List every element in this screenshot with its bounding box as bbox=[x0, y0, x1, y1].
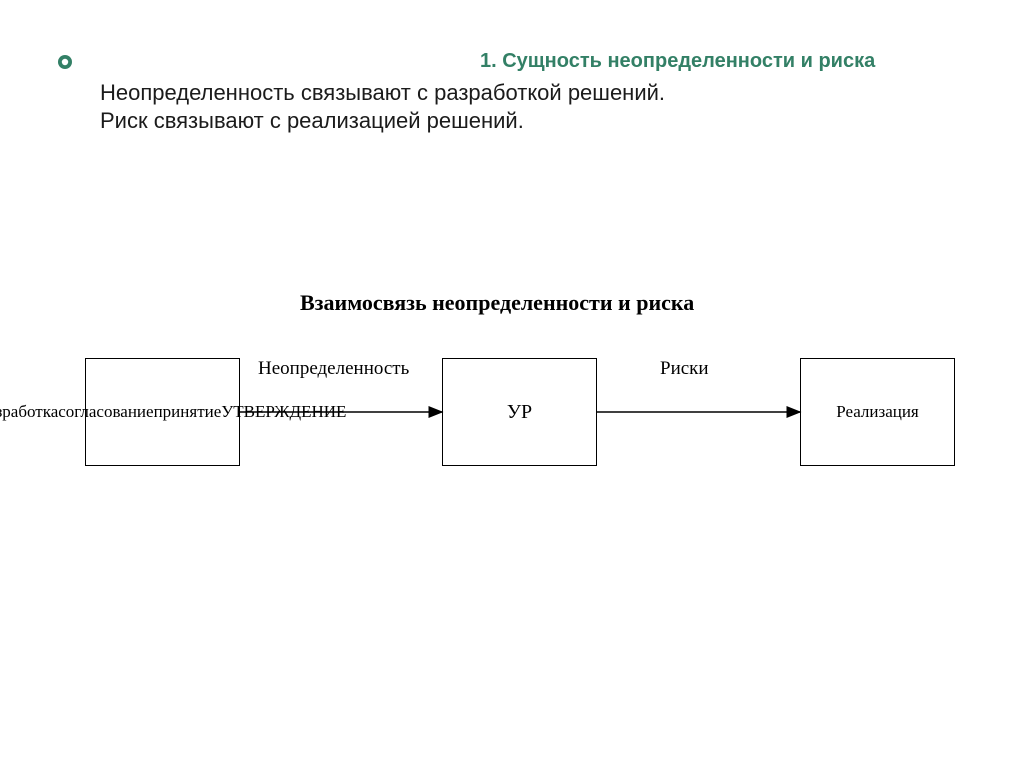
diagram-title: Взаимосвязь неопределенности и риска bbox=[300, 290, 694, 316]
box-develop: РазработкасогласованиепринятиеУТВЕРЖДЕНИ… bbox=[85, 358, 240, 466]
box-realize: Реализация bbox=[800, 358, 955, 466]
arrow-label-uncertainty: Неопределенность bbox=[258, 358, 409, 380]
box-ur: УР bbox=[442, 358, 597, 466]
bullet-ring-icon bbox=[56, 53, 74, 71]
paragraph-line-2: Риск связывают с реализацией решений. bbox=[100, 108, 524, 134]
paragraph-line-1: Неопределенность связывают с разработкой… bbox=[100, 80, 665, 106]
arrow-1 bbox=[240, 404, 444, 420]
arrow-2 bbox=[597, 404, 802, 420]
arrow-label-risks: Риски bbox=[660, 358, 709, 380]
page-heading: 1. Сущность неопределенности и риска bbox=[480, 50, 875, 73]
